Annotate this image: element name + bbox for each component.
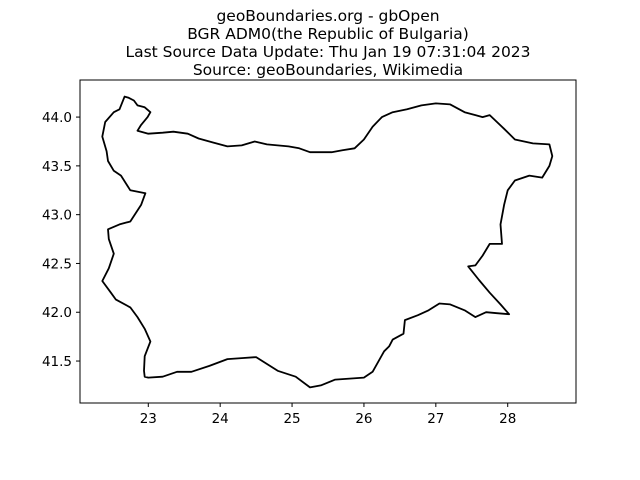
y-axis: 41.5 42.0 42.5 43.0 43.5 44.0: [42, 110, 80, 370]
x-tick-label: 28: [499, 411, 516, 427]
y-tick-label: 44.0: [42, 110, 72, 126]
x-tick-label: 26: [355, 411, 372, 427]
title-line-1: geoBoundaries.org - gbOpen: [216, 7, 439, 25]
x-tick-label: 23: [140, 411, 157, 427]
y-tick-label: 42.5: [42, 256, 72, 272]
y-tick-label: 43.0: [42, 208, 72, 224]
plot-frame: [79, 79, 577, 404]
x-tick-label: 24: [212, 411, 229, 427]
title-line-4: Source: geoBoundaries, Wikimedia: [193, 61, 463, 79]
title-line-3: Last Source Data Update: Thu Jan 19 07:3…: [125, 43, 530, 61]
title-line-2: BGR ADM0(the Republic of Bulgaria): [187, 25, 469, 43]
y-tick-label: 43.5: [42, 159, 72, 175]
x-tick-label: 25: [283, 411, 300, 427]
y-tick-label: 41.5: [42, 354, 72, 370]
y-tick-label: 42.0: [42, 305, 72, 321]
x-axis: 23 24 25 26 27 28: [140, 403, 516, 427]
country-boundary: [101, 95, 554, 389]
x-tick-label: 27: [427, 411, 444, 427]
figure-title: geoBoundaries.org - gbOpen BGR ADM0(the …: [125, 7, 530, 79]
plot-area: [80, 80, 576, 403]
boundary-layer: [101, 95, 554, 389]
